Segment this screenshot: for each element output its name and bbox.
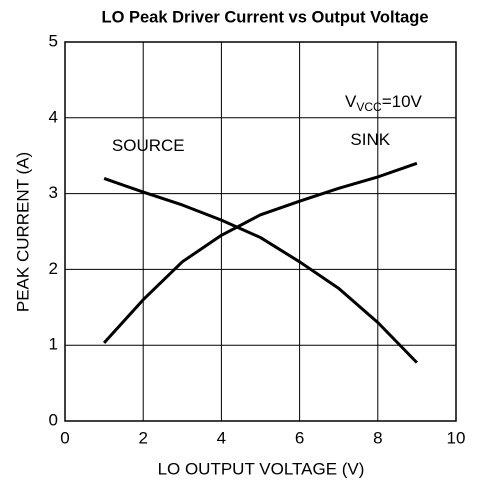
plot-frame [64, 41, 457, 422]
y-axis-label: PEAK CURRENT (A) [13, 152, 32, 312]
x-tick-label: 8 [373, 428, 382, 447]
series-label: SOURCE [112, 136, 185, 155]
y-tick-label: 0 [49, 410, 58, 429]
x-tick-label: 4 [217, 428, 226, 447]
series-line [102, 161, 418, 344]
annotation-suffix: =10V [382, 92, 423, 111]
chart-title: LO Peak Driver Current vs Output Voltage [101, 8, 428, 26]
x-tick-label: 0 [60, 428, 69, 447]
x-tick-label: 6 [295, 428, 304, 447]
y-tick-label: 4 [49, 107, 58, 126]
series-line [103, 177, 418, 364]
x-tick-label: 2 [138, 428, 147, 447]
x-tick-label: 10 [447, 428, 466, 447]
y-tick-label: 2 [49, 259, 58, 278]
x-axis-label: LO OUTPUT VOLTAGE (V) [158, 459, 365, 478]
annotation-subscript: VCC [356, 100, 382, 114]
series-label: SINK [350, 130, 390, 149]
condition-annotation: VVCC=10V [345, 92, 423, 114]
y-tick-label: 1 [49, 335, 58, 354]
annotation-text: V [345, 92, 357, 111]
y-tick-label: 5 [49, 31, 58, 50]
y-tick-label: 3 [49, 183, 58, 202]
